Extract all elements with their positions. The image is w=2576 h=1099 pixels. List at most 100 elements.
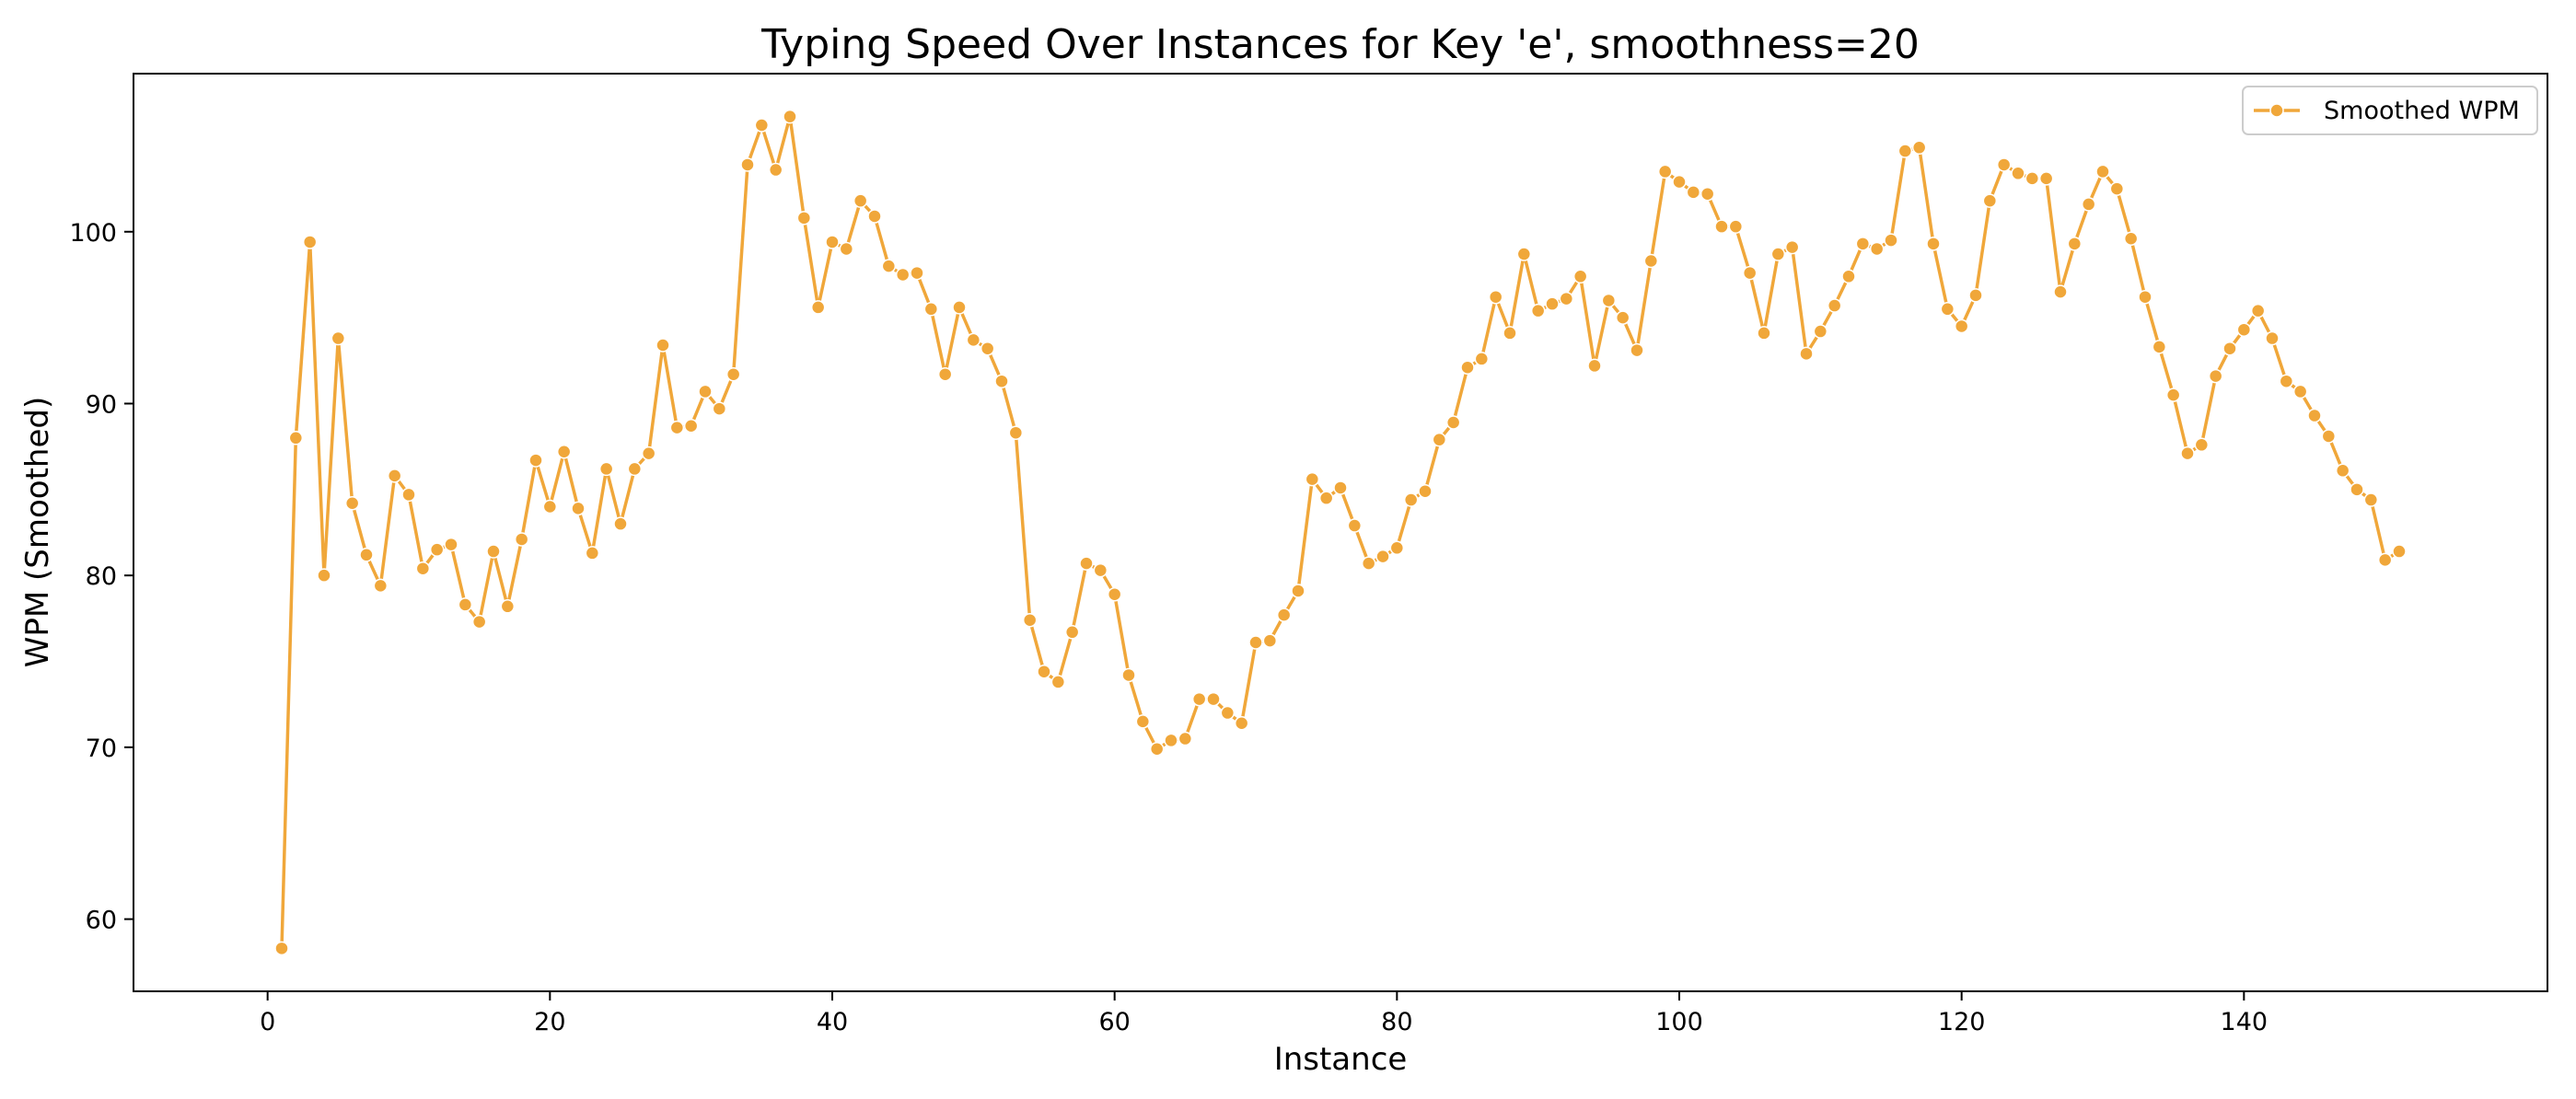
data-point <box>754 118 770 133</box>
data-point <box>1445 415 1461 430</box>
data-point <box>1968 288 1983 303</box>
data-point <box>1164 733 1178 748</box>
legend-label: Smoothed WPM <box>2324 97 2520 125</box>
data-point <box>881 259 897 273</box>
data-point <box>1093 562 1108 578</box>
legend-point-marker <box>2269 103 2284 118</box>
data-point <box>556 445 572 459</box>
data-point <box>415 561 431 576</box>
data-point <box>500 599 516 614</box>
data-point <box>2109 181 2125 196</box>
y-tick-label: 100 <box>69 219 117 248</box>
x-axis-label: Instance <box>1274 1041 1408 1078</box>
data-point <box>1982 193 1998 208</box>
data-point <box>1361 556 1376 571</box>
data-point <box>1291 584 1305 598</box>
data-point <box>937 366 953 382</box>
legend-box <box>2242 86 2538 135</box>
data-point <box>1884 233 1898 248</box>
data-point <box>1911 140 1927 156</box>
data-point <box>1064 625 1080 640</box>
data-point <box>740 157 755 172</box>
data-point <box>1897 144 1913 158</box>
data-point <box>1318 491 1334 505</box>
data-point <box>1728 219 1744 234</box>
data-point <box>613 516 628 531</box>
data-point <box>598 461 614 477</box>
data-point <box>571 501 586 516</box>
data-point <box>1869 241 1885 257</box>
data-point <box>1559 291 1574 307</box>
x-axis-ticks: 0 20 40 60 80 100 120 140 <box>260 991 2268 1036</box>
data-point <box>1276 607 1292 622</box>
data-point <box>1572 269 1588 284</box>
data-point <box>2025 171 2040 186</box>
data-point <box>471 614 487 630</box>
data-point <box>1375 549 1390 564</box>
x-tick-label: 120 <box>1938 1008 1986 1036</box>
data-point <box>698 384 713 399</box>
data-point <box>980 341 995 356</box>
y-tick-label: 60 <box>86 907 117 935</box>
data-point <box>1220 705 1236 721</box>
data-point <box>2250 303 2266 318</box>
series-line-smoothed-wpm <box>280 114 2400 949</box>
data-point <box>2307 408 2322 423</box>
data-point <box>669 420 685 435</box>
data-point <box>2392 544 2407 559</box>
data-point <box>1530 303 1546 318</box>
data-point <box>1516 247 1532 261</box>
data-point <box>2095 164 2110 179</box>
data-point <box>2265 330 2280 346</box>
data-point <box>486 544 501 559</box>
data-point <box>1121 667 1136 683</box>
data-point <box>1657 164 1673 179</box>
data-point <box>1460 360 1475 376</box>
data-point <box>1234 715 1249 731</box>
plot-frame <box>133 73 2548 992</box>
data-point <box>429 542 445 557</box>
y-axis-label: WPM (Smoothed) <box>19 397 56 667</box>
data-point <box>288 431 304 445</box>
data-point <box>839 241 854 257</box>
data-point <box>952 300 967 315</box>
data-point <box>2292 384 2308 399</box>
data-point <box>810 300 826 315</box>
data-point <box>1757 326 1771 341</box>
data-point <box>2350 482 2364 497</box>
data-point <box>1403 492 1419 507</box>
data-point <box>514 532 529 547</box>
data-point <box>1601 293 1617 308</box>
data-point <box>627 461 643 477</box>
data-point <box>1079 556 1094 571</box>
data-point <box>2363 492 2379 507</box>
data-point <box>317 568 331 583</box>
data-point <box>853 193 868 208</box>
x-tick-label: 80 <box>1381 1008 1412 1036</box>
data-point <box>1305 471 1320 487</box>
data-point <box>2377 552 2393 568</box>
data-point <box>458 597 473 612</box>
data-point <box>331 330 346 346</box>
data-point <box>2279 374 2294 388</box>
data-point <box>910 265 924 281</box>
data-point <box>2067 237 2083 251</box>
y-tick-label: 90 <box>86 390 117 419</box>
data-point <box>359 548 374 562</box>
data-point <box>2053 284 2068 299</box>
data-point <box>1714 219 1729 234</box>
x-tick-label: 40 <box>817 1008 848 1036</box>
data-point <box>274 941 289 956</box>
data-point <box>867 209 882 224</box>
data-point <box>2208 368 2223 384</box>
chart-title: Typing Speed Over Instances for Key 'e',… <box>760 21 1920 68</box>
data-point <box>2335 463 2350 479</box>
data-point <box>2222 341 2237 356</box>
data-point <box>1630 342 1644 358</box>
data-point <box>1813 324 1828 339</box>
data-point <box>444 537 458 552</box>
data-point <box>1135 714 1151 729</box>
data-point <box>585 546 600 561</box>
data-point <box>2165 388 2181 402</box>
